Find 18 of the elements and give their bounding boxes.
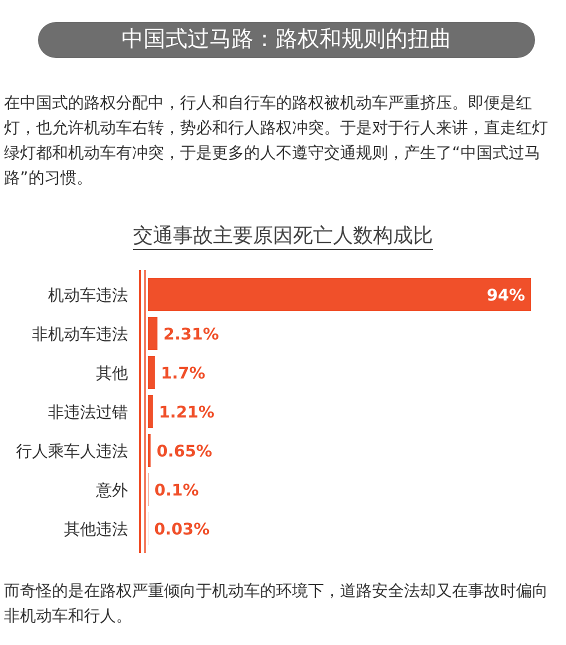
chart-title: 交通事故主要原因死亡人数构成比 bbox=[133, 223, 433, 250]
text: 中国式过马路：路权和规则的扭曲 bbox=[38, 22, 535, 58]
y-tick-label: 其他违法 bbox=[64, 520, 128, 538]
data-label: 1.7% bbox=[160, 364, 206, 382]
y-tick-label: 非机动车违法 bbox=[32, 324, 128, 344]
data-label: 94% bbox=[486, 286, 525, 304]
y-tick-label: 意外 bbox=[95, 480, 128, 500]
y-tick-label: 非违法过错 bbox=[48, 402, 128, 422]
text: 而奇怪的是在路权严重倾向于机动车的环境下，道路安全法却又在事故时偏向非机动车和行人。 bbox=[4, 580, 549, 627]
y-tick-label: 其他 bbox=[96, 364, 128, 382]
data-label: 1.21% bbox=[158, 402, 214, 422]
y-tick-label: 机动车违法 bbox=[48, 286, 128, 304]
data-label: 0.65% bbox=[156, 442, 212, 460]
data-label: 0.03% bbox=[154, 520, 210, 538]
data-label: 2.31% bbox=[163, 324, 219, 344]
text: 在中国式的路权分配中，行人和自行车的路权被机动车严重挤压。即便是红灯，也允许机动车右转，势必和行人路权冲突。于是对于行人来讲，直走红灯绿灯都和机动车有冲突，于是更多的人不遵守交通规则，产生了“中国式过马路”的习惯。 bbox=[4, 92, 549, 189]
data-label: 0.1% bbox=[154, 480, 199, 500]
y-tick-label: 行人乘车人违法 bbox=[16, 442, 128, 460]
